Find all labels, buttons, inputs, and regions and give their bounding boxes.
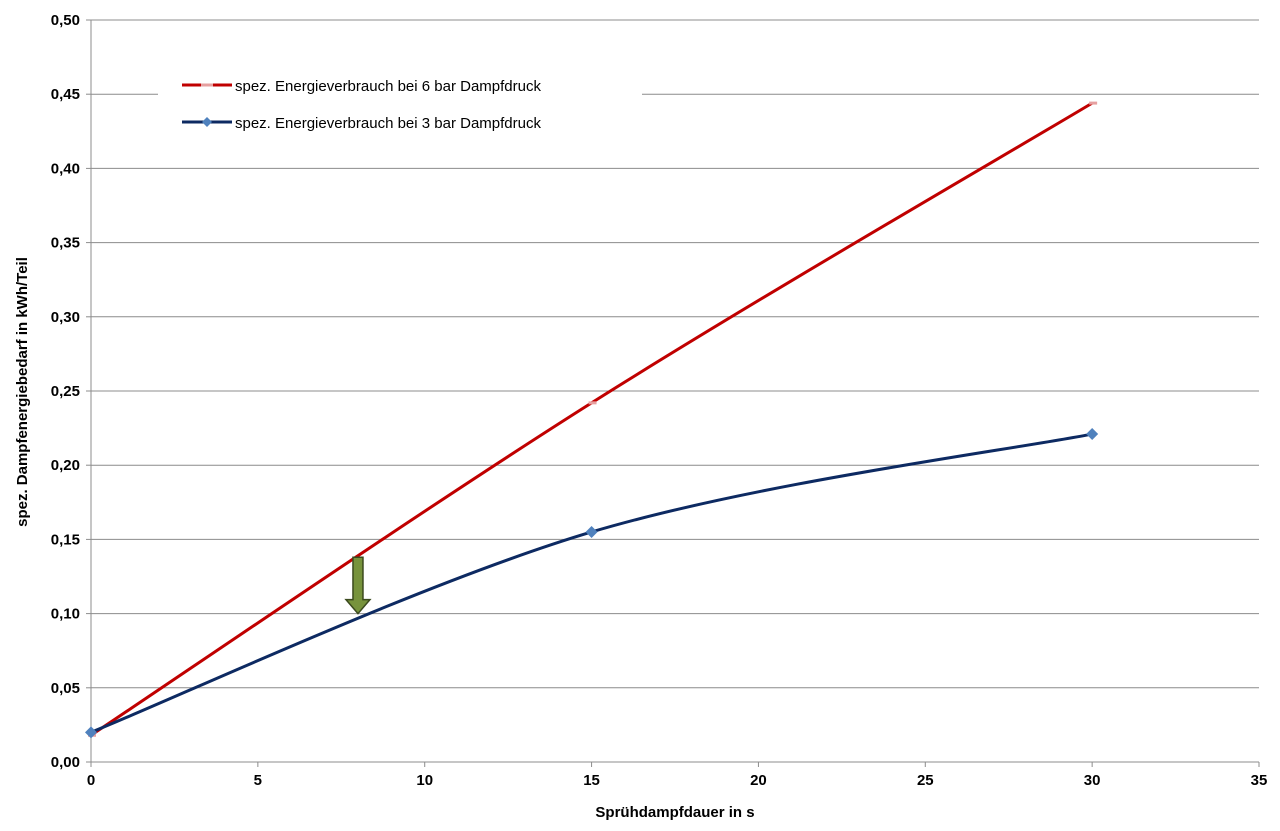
x-tick-labels: 0 5 10 15 20 25 30 35 [87, 772, 1268, 789]
legend-marker-3bar [202, 117, 212, 127]
grid-lines [91, 19, 1259, 689]
y-axis-title: spez. Dampfenergiebedarf in kWh/Teil [14, 257, 31, 527]
y-tick-label: 0,20 [51, 457, 80, 474]
y-tick-label: 0,25 [51, 383, 80, 400]
data-point [85, 726, 97, 739]
series-line-0 [90, 101, 1093, 737]
data-point [1086, 428, 1099, 441]
x-tick-label: 5 [254, 772, 262, 789]
x-tick-label: 25 [917, 772, 934, 789]
axes [86, 19, 1260, 767]
legend-item-3bar: spez. Energieverbrauch bei 3 bar Dampfdr… [182, 115, 541, 132]
y-tick-label: 0,35 [51, 235, 80, 252]
y-tick-label: 0,40 [51, 160, 80, 177]
data-point [585, 525, 598, 538]
legend-label-3bar: spez. Energieverbrauch bei 3 bar Dampfdr… [235, 115, 541, 132]
y-tick-label: 0,45 [51, 86, 80, 103]
series-1 [85, 428, 1099, 739]
annotation-group [344, 556, 372, 615]
y-tick-label: 0,05 [51, 680, 80, 697]
x-tick-label: 10 [416, 772, 433, 789]
x-tick-label: 0 [87, 772, 95, 789]
x-tick-label: 20 [750, 772, 767, 789]
legend-label-6bar: spez. Energieverbrauch bei 6 bar Dampfdr… [235, 78, 541, 95]
y-tick-label: 0,15 [51, 531, 80, 548]
x-tick-label: 30 [1084, 772, 1101, 789]
x-axis-title: Sprühdampfdauer in s [595, 804, 754, 821]
x-tick-label: 15 [583, 772, 600, 789]
y-tick-label: 0,50 [51, 12, 80, 29]
series-group [85, 101, 1099, 739]
down-arrow-annotation [344, 556, 372, 615]
y-tick-labels: 0,00 0,05 0,10 0,15 0,20 0,25 0,30 0,35 0,40 0,45… [51, 12, 80, 771]
series-0 [88, 101, 1098, 737]
legend-box [158, 62, 642, 146]
legend: spez. Energieverbrauch bei 6 bar Dampfdr… [158, 62, 642, 146]
y-tick-label: 0,00 [51, 754, 80, 771]
y-tick-label: 0,30 [51, 309, 80, 326]
y-tick-label: 0,10 [51, 606, 80, 623]
legend-item-6bar: spez. Energieverbrauch bei 6 bar Dampfdr… [182, 78, 541, 95]
x-tick-label: 35 [1251, 772, 1268, 789]
